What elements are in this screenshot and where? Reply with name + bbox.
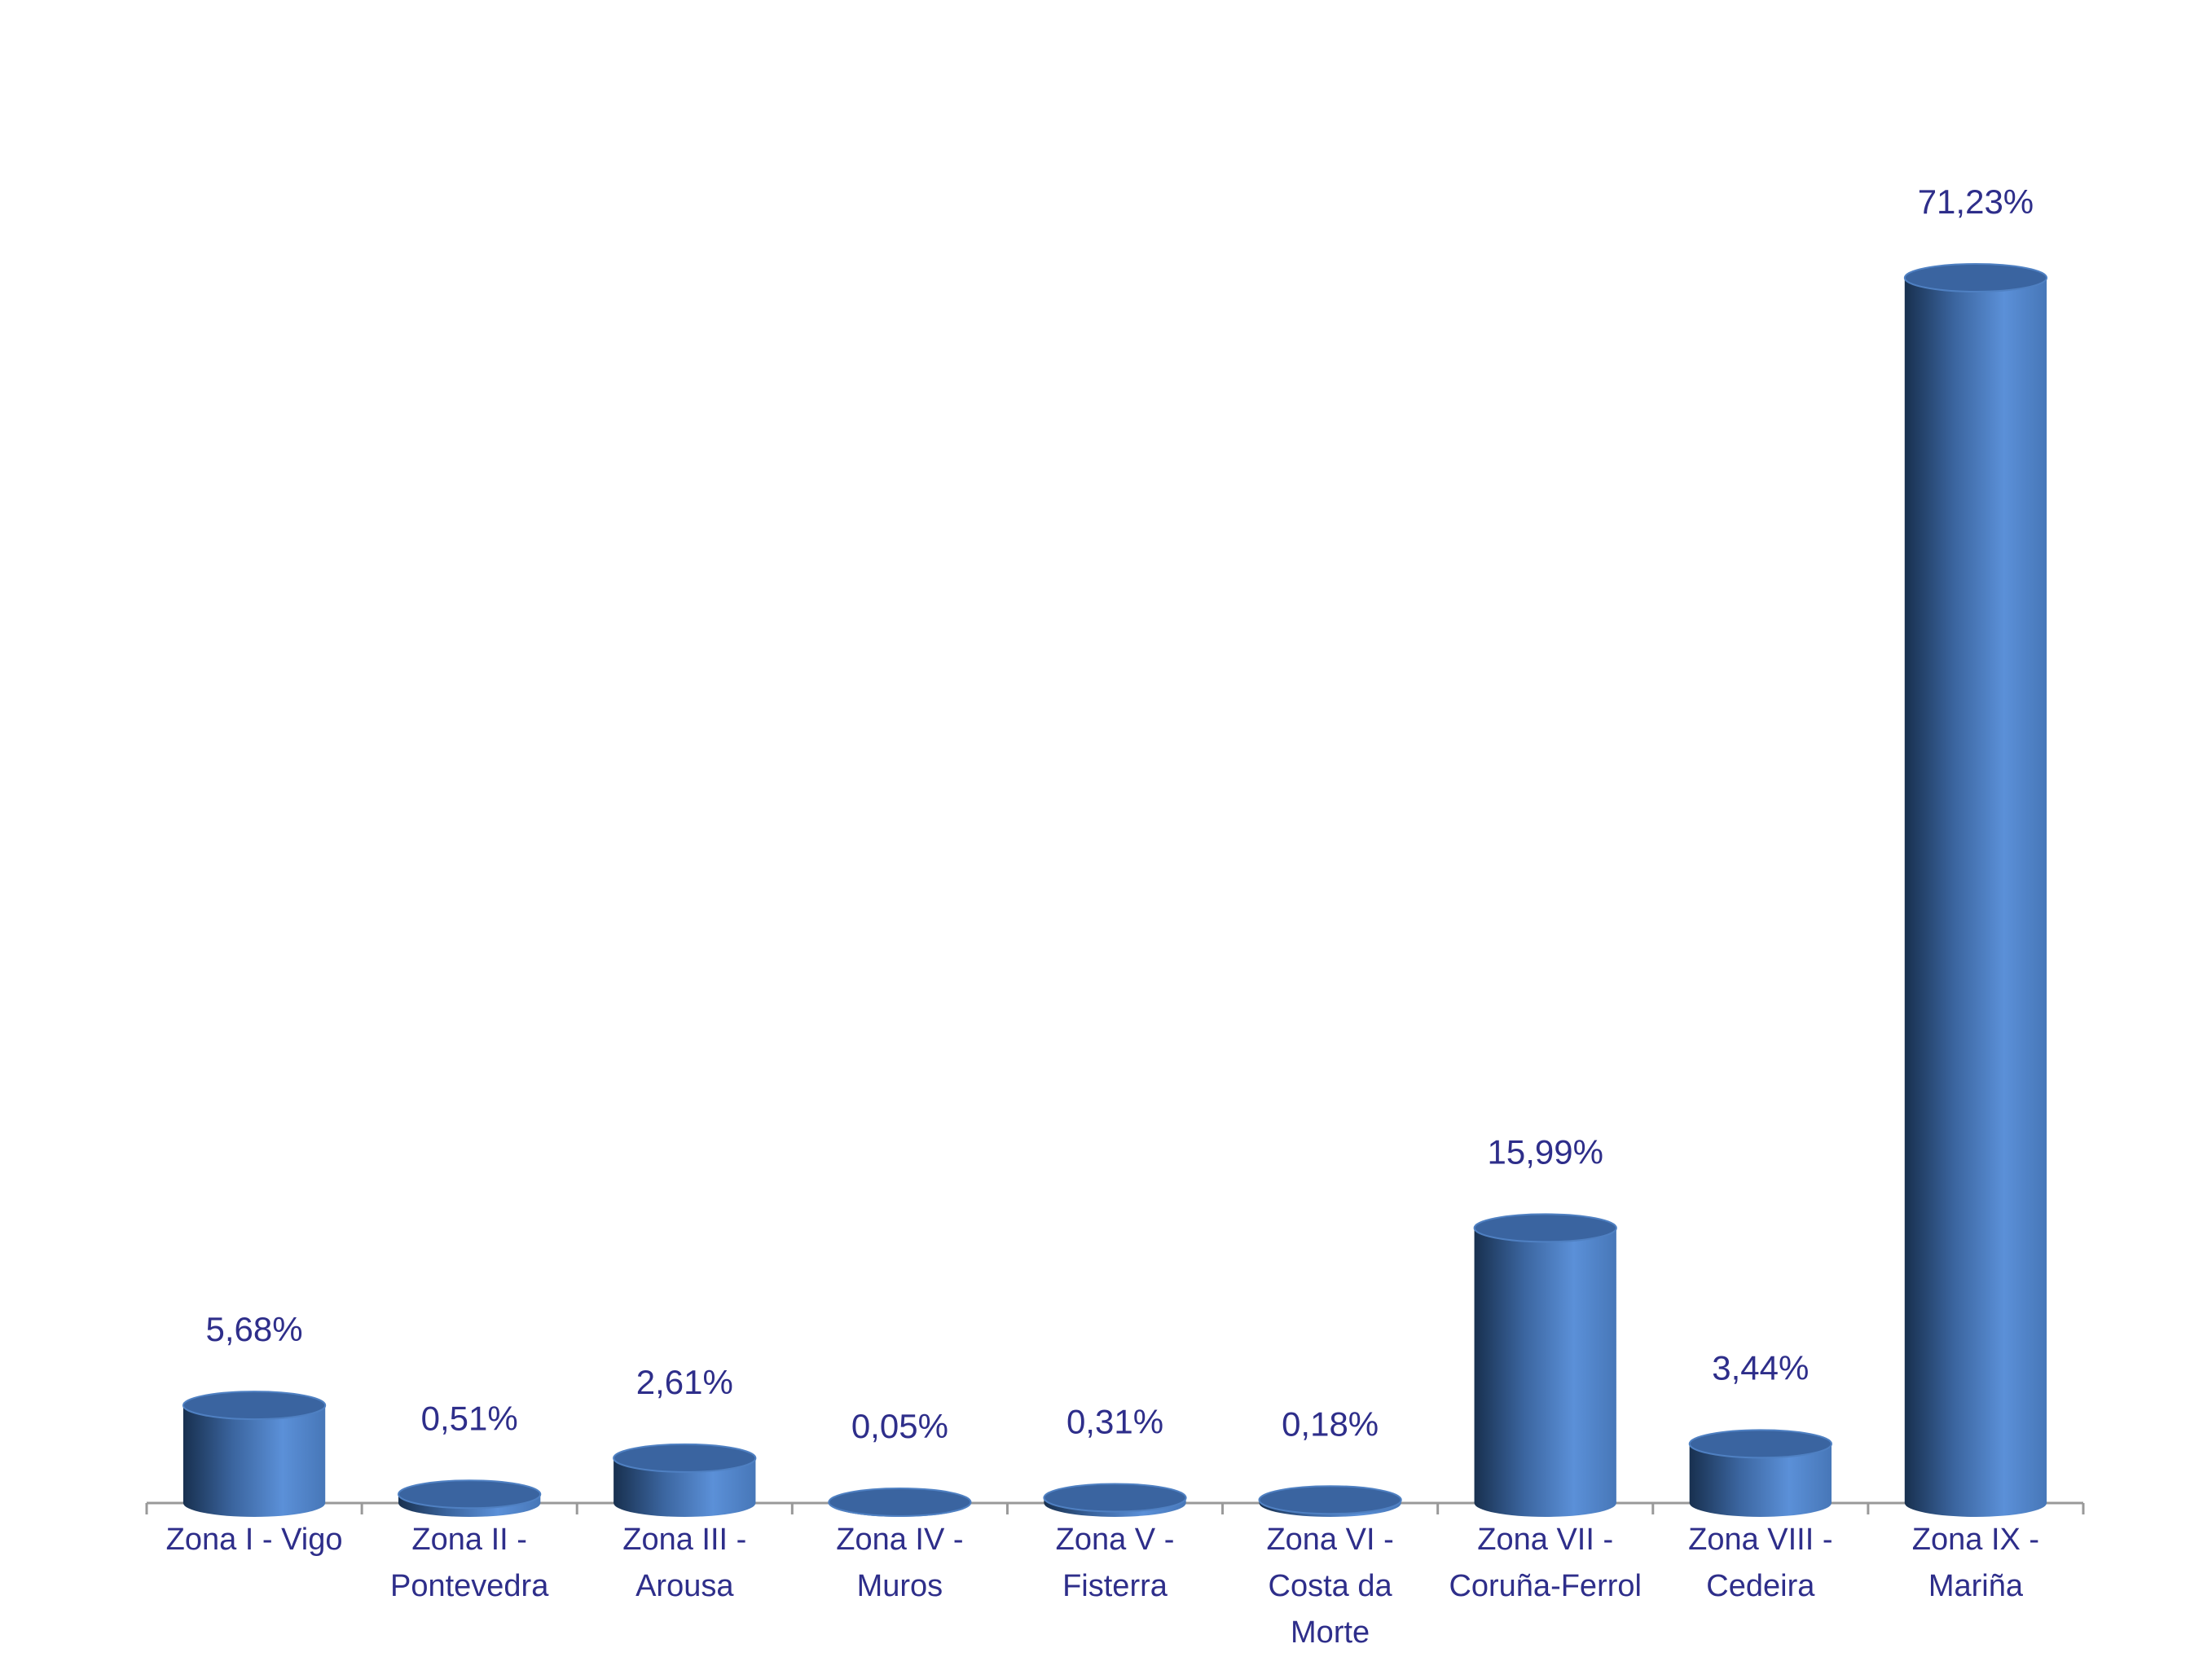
value-label: 2,61%	[636, 1363, 733, 1401]
cylinder-top	[1473, 1213, 1617, 1243]
x-tick-label: Zona VI - Costa da Morte	[1266, 1523, 1394, 1650]
x-tick-label: Zona II - Pontevedra	[389, 1523, 549, 1603]
cylinder-body	[613, 1457, 756, 1517]
cylinder-body	[1904, 278, 2047, 1517]
x-tick-label: Zona IX - Mariña	[1911, 1523, 2040, 1603]
x-tick-label: Zona VII - Coruña-Ferrol	[1449, 1523, 1642, 1603]
cylinder-body	[1474, 1228, 1616, 1517]
value-label: 0,51%	[421, 1399, 518, 1437]
cylinder-top	[1903, 263, 2048, 292]
cylinder-top	[828, 1487, 972, 1517]
value-label: 15,99%	[1487, 1132, 1603, 1171]
cylinder-body	[183, 1405, 326, 1517]
cylinder-top	[613, 1443, 757, 1473]
value-label: 0,31%	[1066, 1403, 1163, 1441]
value-label: 3,44%	[1712, 1348, 1809, 1387]
x-tick-label: Zona III - Arousa	[622, 1523, 747, 1603]
cylinder-body	[1689, 1444, 1832, 1517]
value-label: 5,68%	[206, 1310, 303, 1348]
cylinder-top	[398, 1479, 542, 1510]
value-label: 0,05%	[851, 1407, 948, 1445]
cylinder-top	[182, 1391, 327, 1421]
value-label: 71,23%	[1918, 182, 2034, 221]
cylinder-top	[1258, 1485, 1402, 1515]
cylinder-top	[1043, 1483, 1187, 1513]
value-label: 0,18%	[1282, 1404, 1379, 1443]
x-tick-label: Zona V - Fisterra	[1055, 1523, 1175, 1603]
x-tick-label: Zona IV - Muros	[836, 1523, 964, 1603]
cylinder-top	[1688, 1429, 1832, 1459]
x-tick-label: Zona I - Vigo	[165, 1523, 343, 1557]
x-tick-label: Zona VIII - Cedeira	[1688, 1523, 1833, 1603]
